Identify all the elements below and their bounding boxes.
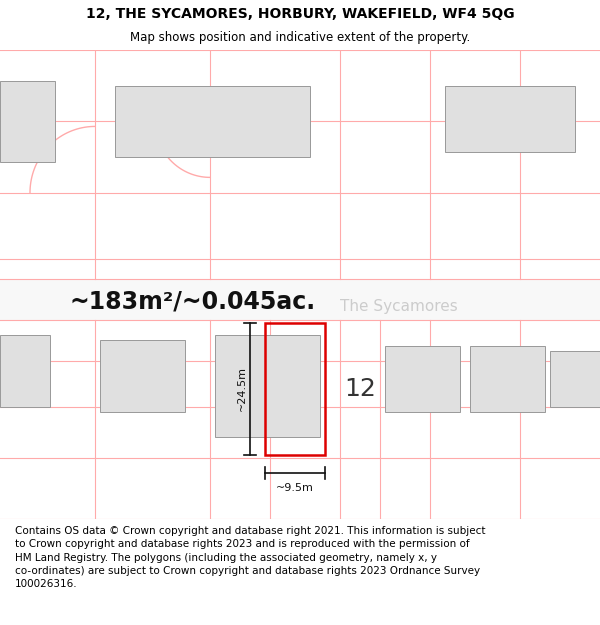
Bar (445, 86, 575, 152)
Bar (100, 341, 185, 412)
Text: ~24.5m: ~24.5m (237, 366, 247, 411)
Text: 12, THE SYCAMORES, HORBURY, WAKEFIELD, WF4 5QG: 12, THE SYCAMORES, HORBURY, WAKEFIELD, W… (86, 7, 514, 21)
Bar (0, 81, 55, 162)
Text: The Sycamores: The Sycamores (340, 299, 458, 314)
Text: Map shows position and indicative extent of the property.: Map shows position and indicative extent… (130, 31, 470, 44)
Bar (115, 86, 310, 157)
Text: 12: 12 (344, 377, 376, 401)
Text: ~183m²/~0.045ac.: ~183m²/~0.045ac. (70, 290, 316, 314)
Text: Contains OS data © Crown copyright and database right 2021. This information is : Contains OS data © Crown copyright and d… (15, 526, 485, 589)
Text: ~9.5m: ~9.5m (276, 483, 314, 493)
Bar (215, 336, 320, 437)
Bar (550, 351, 600, 407)
Bar (265, 323, 325, 454)
Bar (385, 346, 460, 412)
Bar (0, 279, 600, 320)
Bar (0, 336, 50, 407)
Bar (470, 346, 545, 412)
